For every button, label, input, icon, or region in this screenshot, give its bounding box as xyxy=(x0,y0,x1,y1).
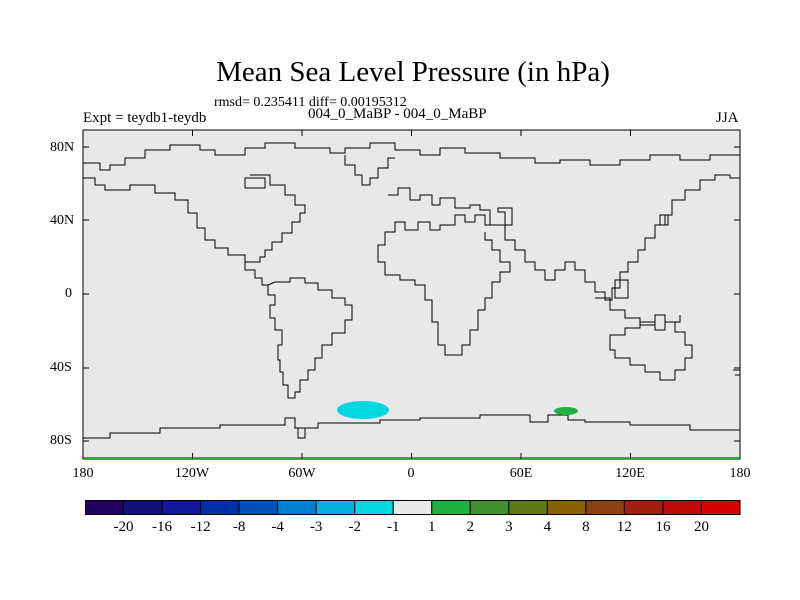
x-tick-120w: 120W xyxy=(174,466,210,481)
colorbar-label: 16 xyxy=(655,519,671,535)
negative-anomaly xyxy=(337,401,389,419)
colorbar-box xyxy=(469,500,510,515)
central-america-coastline xyxy=(244,262,268,286)
antarctica-coastline xyxy=(83,414,740,439)
colorbar-label: 12 xyxy=(616,519,632,535)
colorbar-label: -12 xyxy=(190,519,211,535)
colorbar-label: -4 xyxy=(271,519,284,535)
colorbar-label: 1 xyxy=(428,519,436,535)
axis-ticks xyxy=(82,130,741,459)
chart-title: Mean Sea Level Pressure (in hPa) xyxy=(216,56,610,88)
colorbar xyxy=(85,500,741,515)
colorbar-box xyxy=(585,500,625,515)
y-tick-0: 0 xyxy=(65,286,72,301)
colorbar-box xyxy=(431,500,471,515)
positive-anomaly xyxy=(554,407,578,415)
x-tick-60e: 60E xyxy=(509,466,533,481)
colorbar-box xyxy=(123,500,163,515)
colorbar-label: 8 xyxy=(582,519,590,535)
colorbar-label: -20 xyxy=(113,519,134,535)
y-tick-80s: 80S xyxy=(50,433,72,448)
x-tick-180w: 180 xyxy=(72,466,94,481)
north-america-coastline xyxy=(83,174,306,263)
colorbar-box xyxy=(623,500,664,515)
y-tick-40n: 40N xyxy=(50,213,75,228)
colorbar-box xyxy=(161,500,202,515)
colorbar-box xyxy=(662,500,702,515)
colorbar-label: -16 xyxy=(152,519,173,535)
colorbar-box xyxy=(238,500,279,515)
colorbar-box xyxy=(315,500,356,515)
caspian-coastline xyxy=(497,207,513,226)
colorbar-label: 3 xyxy=(505,519,513,535)
x-tick-0: 0 xyxy=(407,466,415,481)
coastlines xyxy=(83,142,740,439)
comparison-label: 004_0_MaBP - 004_0_MaBP xyxy=(308,106,487,122)
x-tick-120e: 120E xyxy=(615,466,645,481)
borneo-coastline xyxy=(614,279,629,299)
colorbar-box xyxy=(200,500,240,515)
colorbar-label: -3 xyxy=(309,519,323,535)
map-background xyxy=(82,129,741,460)
colorbar-box xyxy=(392,500,433,515)
colorbar-box xyxy=(700,500,741,515)
colorbar-box xyxy=(546,500,587,515)
africa-europe-coastline xyxy=(377,187,511,356)
south-america-coastline xyxy=(267,277,353,399)
season-label: JJA xyxy=(716,110,739,126)
x-tick-60w: 60W xyxy=(288,466,316,481)
australia-coastline xyxy=(609,321,693,381)
colorbar-label: 2 xyxy=(466,519,475,535)
japan-coastline xyxy=(659,214,669,226)
colorbar-label: 20 xyxy=(693,519,709,535)
colorbar-box xyxy=(354,500,394,515)
island-coastline xyxy=(244,177,266,189)
colorbar-label: -1 xyxy=(386,519,400,535)
northern-coastline xyxy=(83,142,740,171)
asia-coastline xyxy=(490,174,740,301)
experiment-label: Expt = teydb1-teydb xyxy=(83,110,207,126)
y-tick-40s: 40S xyxy=(50,360,72,375)
rmsd-diff-stats: rmsd= 0.235411 diff= 0.00195312 xyxy=(214,95,407,110)
greenland-coastline xyxy=(344,155,395,186)
colorbar-box xyxy=(277,500,317,515)
x-tick-180e: 180 xyxy=(729,466,751,481)
colorbar-label: 4 xyxy=(543,519,552,535)
y-tick-80n: 80N xyxy=(50,140,75,155)
new-zealand-coastline xyxy=(733,369,740,376)
colorbar-label: -2 xyxy=(348,519,361,535)
colorbar-label: -8 xyxy=(232,519,246,535)
colorbar-box xyxy=(508,500,548,515)
colorbar-box xyxy=(85,500,125,515)
